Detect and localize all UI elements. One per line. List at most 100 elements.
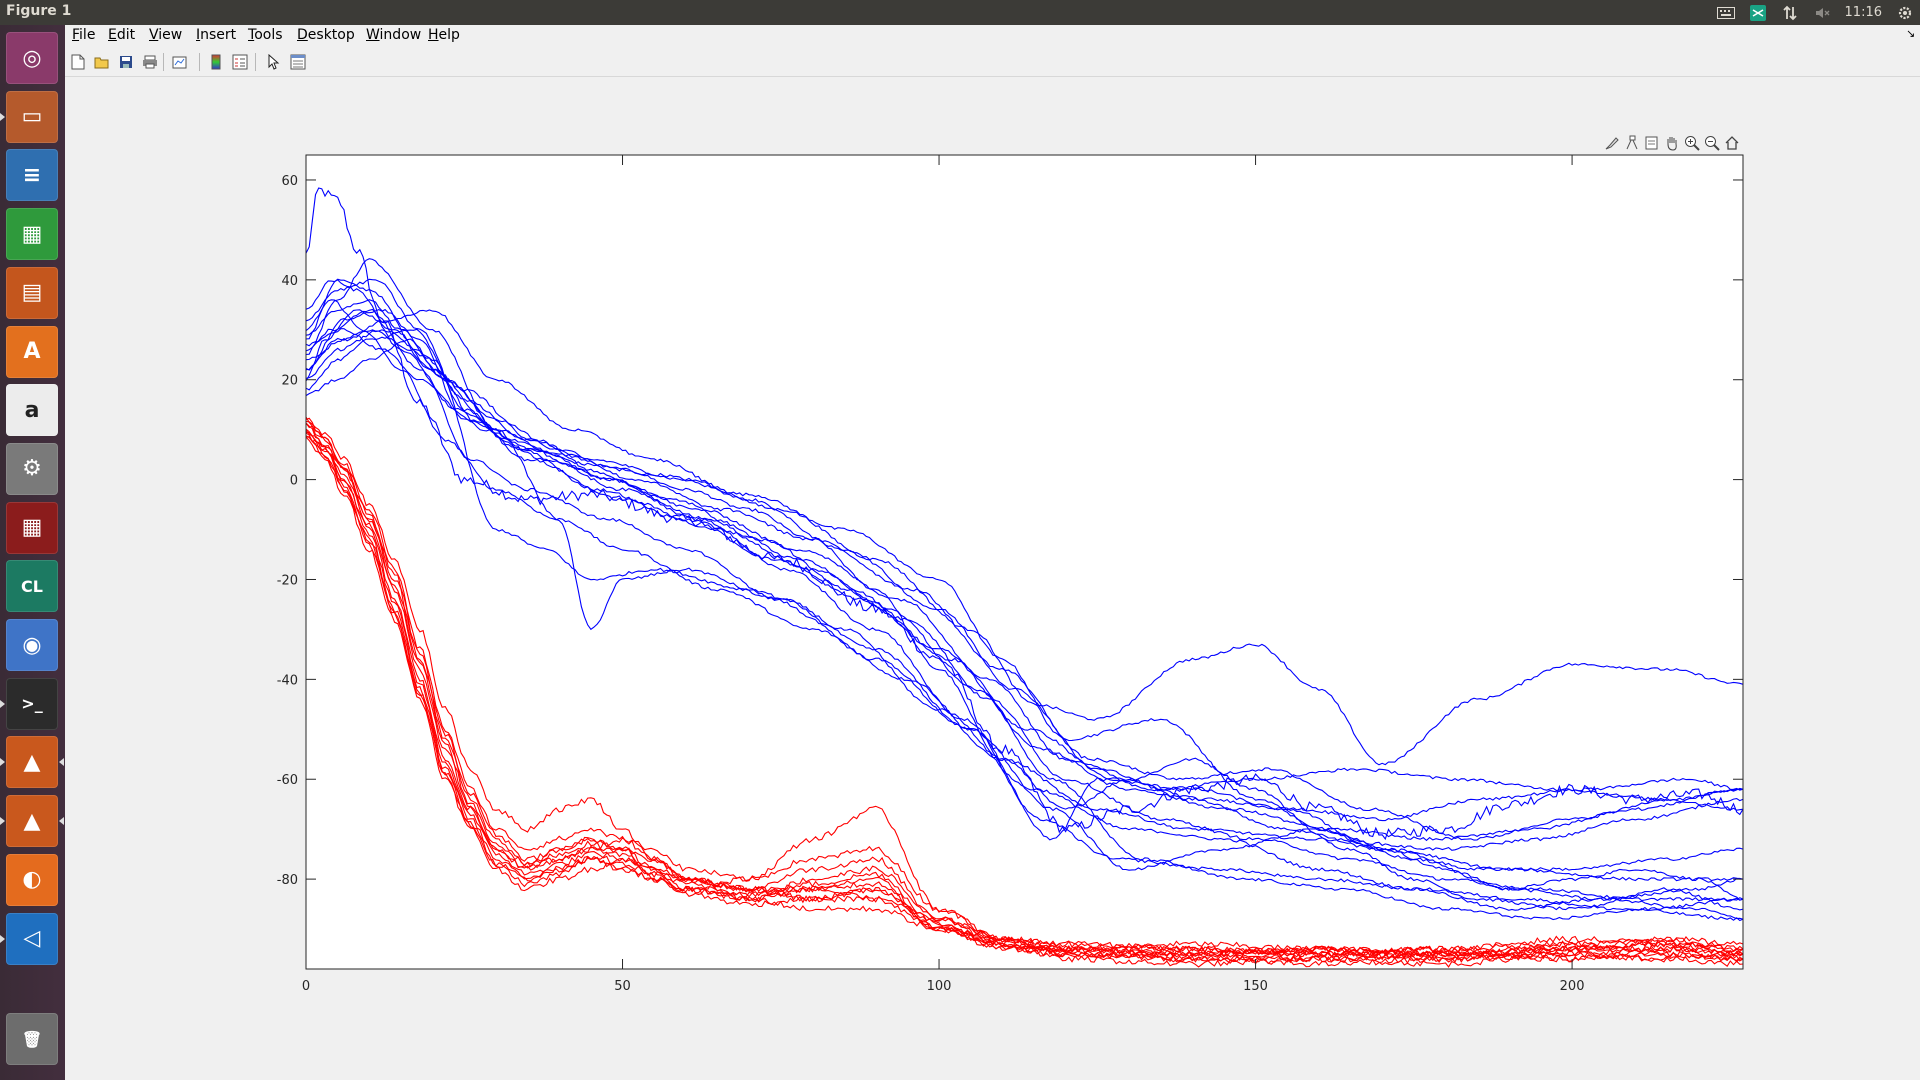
property-inspector-icon[interactable]	[289, 53, 307, 71]
red-series-line-11	[305, 417, 1744, 958]
menu-label-rest: ools	[254, 27, 283, 43]
link-plot-icon[interactable]	[171, 53, 189, 71]
clock[interactable]: 11:16	[1844, 5, 1882, 20]
blue-series-line-4	[305, 328, 1744, 766]
menu-label-rest: dit	[116, 27, 136, 43]
menu-label-rest: indow	[379, 27, 422, 43]
x-tick-label: 200	[1560, 979, 1585, 994]
running-indicator	[0, 112, 5, 121]
insert-legend-icon[interactable]	[231, 53, 249, 71]
insert-colorbar-icon[interactable]	[207, 53, 225, 71]
matlab-icon-1[interactable]: ▲	[0, 736, 64, 789]
menu-mnemonic: D	[297, 27, 308, 43]
menu-label-rest: nsert	[200, 27, 237, 43]
libreoffice-writer-icon[interactable]: ≡	[6, 149, 58, 202]
terminal-icon[interactable]: >_	[0, 677, 58, 730]
brush-icon[interactable]	[1603, 134, 1620, 151]
menu-mnemonic: F	[72, 27, 80, 43]
software-center-icon[interactable]: A	[6, 325, 58, 378]
files-icon[interactable]: ▭	[0, 90, 58, 143]
blue-series-line-1	[305, 187, 1744, 841]
menu-file[interactable]: File	[72, 27, 95, 43]
red-series-line-8	[305, 435, 1744, 958]
edit-plot-arrow-icon[interactable]	[264, 53, 282, 71]
toolbar-separator	[199, 53, 200, 71]
dropbox-icon[interactable]	[1749, 4, 1767, 21]
y-tick-label: -80	[277, 873, 298, 888]
menu-label-rest: esktop	[307, 27, 355, 43]
blue-series-line-11	[305, 279, 1743, 842]
print-icon[interactable]	[141, 53, 159, 71]
blue-series-line-9	[305, 278, 1744, 902]
network-arrows-icon[interactable]	[1781, 5, 1799, 21]
pan-hand-icon[interactable]	[1663, 134, 1680, 151]
clion-icon[interactable]: CL	[6, 560, 58, 613]
red-series-line-10	[305, 429, 1744, 962]
data-tips-icon[interactable]	[1623, 134, 1640, 151]
libreoffice-impress-icon[interactable]: ▤	[6, 266, 58, 319]
keyboard-icon[interactable]	[1716, 5, 1735, 21]
red-series-line-12	[305, 432, 1744, 968]
axes-toolbar	[1603, 134, 1740, 152]
menu-mnemonic: T	[248, 27, 255, 43]
system-settings-icon[interactable]: ⚙	[6, 442, 58, 495]
menu-edit[interactable]: Edit	[108, 27, 135, 43]
x-tick-label: 50	[614, 979, 631, 994]
ubuntu-dash-icon[interactable]: ◎	[6, 32, 58, 84]
menu-collapse-icon[interactable]: ↘	[1906, 27, 1916, 40]
rotate-icon[interactable]	[1643, 134, 1660, 151]
y-tick-label: 0	[290, 474, 298, 489]
menu-bar: File Edit View Insert Tools Desktop Window Help	[65, 25, 1920, 47]
volume-muted-icon[interactable]	[1813, 5, 1831, 21]
menu-insert[interactable]: Insert	[196, 27, 236, 43]
menu-mnemonic: I	[196, 27, 201, 43]
chromium-icon[interactable]: ◉	[6, 619, 58, 671]
blue-series-line-5	[305, 299, 1744, 851]
menu-tools[interactable]: Tools	[248, 27, 283, 43]
zoom-in-icon[interactable]	[1683, 134, 1700, 151]
open-file-icon[interactable]	[93, 53, 111, 71]
menu-desktop[interactable]: Desktop	[297, 27, 355, 43]
focused-indicator	[59, 758, 64, 767]
x-tick-label: 0	[302, 979, 310, 994]
menu-view[interactable]: View	[149, 27, 182, 43]
blue-series-line-14	[305, 329, 1744, 922]
zoom-out-icon[interactable]	[1703, 134, 1720, 151]
red-series-line-9	[305, 422, 1744, 963]
window-title: Figure 1	[6, 3, 72, 19]
x-tick-label: 150	[1243, 979, 1268, 994]
vscode-icon[interactable]: ◁	[0, 912, 58, 965]
running-indicator	[0, 758, 5, 767]
blue-series-line-8	[305, 308, 1744, 920]
new-figure-icon[interactable]	[69, 53, 87, 71]
menu-label-rest: iew	[158, 27, 183, 43]
amazon-icon[interactable]: a	[6, 384, 58, 437]
axes-background	[306, 155, 1743, 969]
libreoffice-calc-icon[interactable]: ▦	[6, 208, 58, 261]
y-tick-label: 60	[281, 174, 298, 189]
blue-series-line-13	[305, 309, 1744, 921]
blue-series-line-12	[305, 338, 1744, 822]
menu-window[interactable]: Window	[366, 27, 421, 43]
save-icon[interactable]	[117, 53, 135, 71]
running-indicator	[0, 699, 5, 708]
menu-label-rest: ile	[79, 27, 96, 43]
restore-view-home-icon[interactable]	[1723, 134, 1740, 151]
matlab-icon-2[interactable]: ▲	[0, 795, 64, 848]
y-tick-label: 20	[281, 374, 298, 389]
trash-icon[interactable]: 🗑	[6, 1013, 58, 1065]
red-series-line-6	[305, 420, 1744, 958]
menu-help[interactable]: Help	[428, 27, 460, 43]
blue-series-line-3	[305, 308, 1744, 911]
menu-label-rest: elp	[438, 27, 460, 43]
workspace-switcher-icon[interactable]: ▦	[6, 501, 58, 554]
gear-icon[interactable]	[1896, 5, 1914, 21]
top-panel: Figure 1 11:16	[0, 0, 1920, 25]
toolbar-separator	[163, 53, 164, 71]
blue-series-line-15	[305, 328, 1744, 811]
x-tick-label: 100	[927, 979, 952, 994]
firefox-icon[interactable]: ◐	[6, 853, 58, 906]
menu-mnemonic: E	[108, 27, 117, 43]
